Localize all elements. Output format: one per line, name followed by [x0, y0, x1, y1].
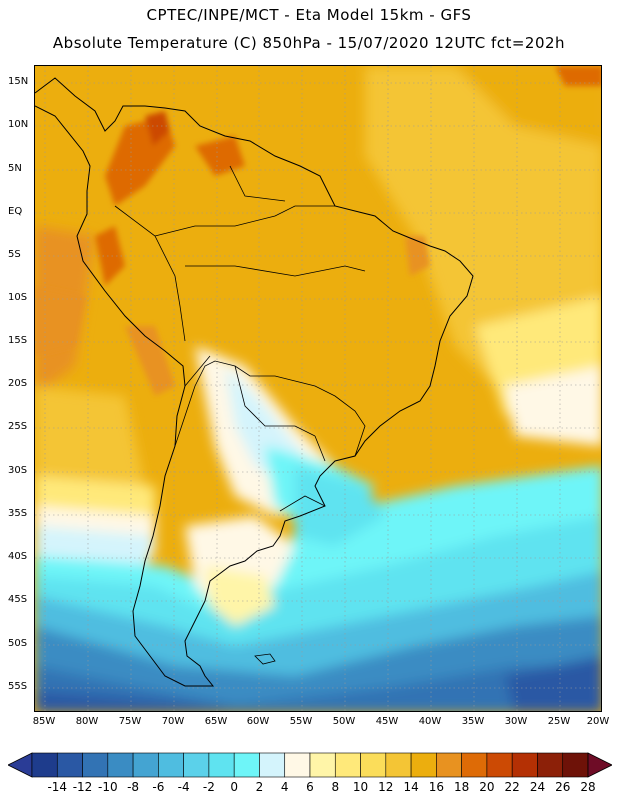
lat-label: 20S	[8, 378, 28, 389]
lat-label: 5N	[8, 163, 22, 174]
lon-label: 20W	[586, 716, 610, 727]
colorbar-label: 24	[529, 780, 546, 794]
colorbar-cell	[31, 752, 58, 778]
colorbar-label: -12	[72, 780, 93, 794]
lat-label: 35S	[8, 508, 28, 519]
colorbar-label: 8	[331, 780, 340, 794]
colorbar-cell	[461, 752, 488, 778]
colorbar-cell	[334, 752, 361, 778]
colorbar-under-arrow	[8, 752, 33, 778]
colorbar-cell	[158, 752, 184, 778]
lat-label: 30S	[8, 465, 28, 476]
chart-title-line1: CPTEC/INPE/MCT - Eta Model 15km - GFS	[146, 6, 472, 24]
lat-label: 45S	[8, 594, 28, 605]
colorbar-label: 20	[479, 780, 495, 794]
colorbar-label: 10	[352, 780, 369, 794]
colorbar-cell	[56, 752, 83, 778]
lon-label: 85W	[32, 716, 56, 727]
lon-label: 55W	[289, 716, 313, 727]
lat-label: EQ	[8, 206, 23, 217]
colorbar-label: 14	[403, 780, 419, 794]
colorbar-label: 4	[280, 780, 289, 794]
lon-label: 40W	[418, 716, 442, 727]
lon-label: 25W	[547, 716, 571, 727]
chart-title-line2: Absolute Temperature (C) 850hPa - 15/07/…	[52, 34, 566, 52]
lat-label: 10S	[8, 292, 28, 303]
lat-label: 25S	[8, 421, 28, 432]
colorbar-label: 22	[504, 780, 520, 794]
colorbar-cell	[132, 752, 159, 778]
colorbar-cell	[259, 752, 286, 778]
lon-label: 45W	[375, 716, 399, 727]
colorbar-over-arrow	[587, 752, 612, 778]
lat-label: 15S	[8, 335, 28, 346]
colorbar-label: 16	[428, 780, 444, 794]
lon-label: 65W	[204, 716, 228, 727]
lon-label: 30W	[504, 716, 528, 727]
lon-label: 75W	[118, 716, 142, 727]
colorbar-cell	[562, 752, 589, 778]
colorbar-label: -6	[152, 780, 165, 794]
lat-label: 50S	[8, 638, 28, 649]
colorbar-label: 12	[378, 780, 394, 794]
temperature-map	[34, 65, 602, 712]
lon-label: 35W	[461, 716, 485, 727]
colorbar-label: -2	[202, 780, 215, 794]
colorbar-cell	[183, 752, 210, 778]
lat-label: 15N	[8, 76, 29, 87]
lon-label: 80W	[75, 716, 99, 727]
colorbar-label: -4	[177, 780, 190, 794]
colorbar-cell	[537, 752, 564, 778]
colorbar-label: 26	[555, 780, 571, 794]
colorbar-cell	[107, 752, 134, 778]
colorbar-cell	[360, 752, 387, 778]
colorbar	[8, 752, 612, 778]
lon-label: 50W	[332, 716, 356, 727]
lat-label: 5S	[8, 249, 21, 260]
colorbar-cell	[385, 752, 412, 778]
colorbar-cell	[233, 752, 260, 778]
colorbar-cell	[410, 752, 437, 778]
lat-label: 10N	[8, 119, 29, 130]
colorbar-cell	[309, 752, 336, 778]
colorbar-cell	[436, 752, 462, 778]
colorbar-label: 18	[453, 780, 470, 794]
colorbar-cell	[208, 752, 235, 778]
lon-label: 70W	[161, 716, 185, 727]
colorbar-label: -14	[47, 780, 68, 794]
lat-label: 40S	[8, 551, 28, 562]
colorbar-label: 28	[580, 780, 596, 794]
colorbar-cell	[511, 752, 538, 778]
colorbar-cell	[82, 752, 109, 778]
colorbar-label: -10	[98, 780, 118, 794]
colorbar-label: -8	[127, 780, 140, 794]
colorbar-label: 0	[230, 780, 238, 794]
colorbar-cell	[486, 752, 513, 778]
lon-label: 60W	[246, 716, 270, 727]
colorbar-label: 2	[255, 780, 264, 794]
lat-label: 55S	[8, 681, 28, 692]
colorbar-cell	[284, 752, 311, 778]
south-america-coastline	[35, 77, 474, 687]
colorbar-label: 6	[306, 780, 314, 794]
